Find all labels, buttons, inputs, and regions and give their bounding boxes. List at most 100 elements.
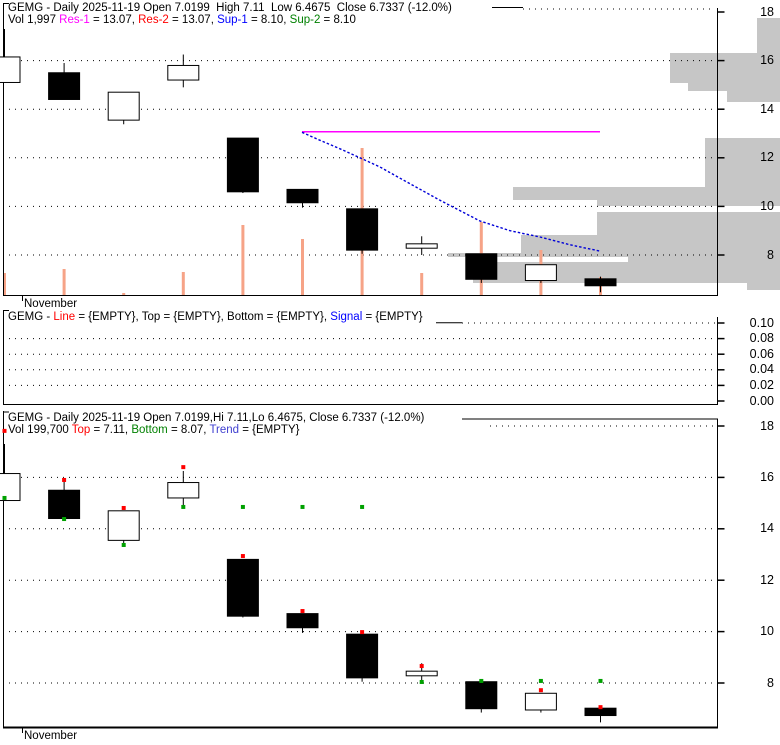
candle-body — [48, 72, 81, 100]
top-marker-dot — [598, 705, 603, 710]
volume-profile-bar — [747, 283, 780, 290]
panel1-subtitle: Vol 1,997 Res-1 = 13.07, Res-2 = 13.07, … — [8, 14, 356, 26]
header-segment: = 8.10, — [247, 13, 290, 26]
candle-lower-body — [167, 482, 200, 499]
panel2-title: GEMG - Line = {EMPTY}, Top = {EMPTY}, Bo… — [8, 311, 423, 323]
header-segment: GEMG - — [8, 310, 54, 323]
volume-profile-bar — [597, 212, 780, 235]
volume-profile-bar — [628, 257, 780, 262]
candle-lower-body — [286, 613, 319, 629]
panel2-y-label: 0.00 — [749, 393, 774, 408]
volume-profile-bar — [513, 187, 780, 200]
header-segment: Sup-1 — [217, 13, 248, 26]
panel1-y-label: 18 — [760, 4, 774, 19]
panel1-x-axis-label: November — [24, 297, 78, 310]
header-segment: Res-2 — [138, 13, 169, 26]
bottom-marker-dot — [240, 504, 245, 509]
candle-lower-body — [584, 707, 617, 717]
header-segment: Signal — [330, 310, 363, 323]
bottom-marker-dot — [121, 542, 126, 547]
panel3-subtitle: Vol 199,700 Top = 7.11, Bottom = 8.07, T… — [8, 424, 299, 436]
volume-bar — [62, 269, 66, 295]
volume-profile-bar — [448, 253, 780, 257]
header-segment: = 13.07, — [89, 13, 139, 26]
panel3-y-label: 14 — [760, 521, 774, 536]
candle-body — [167, 64, 200, 81]
candle-lower-body — [107, 510, 140, 541]
candle-lower-body — [0, 473, 21, 502]
bottom-marker-dot — [360, 504, 365, 509]
candle-body — [107, 91, 140, 121]
candle-lower-body — [465, 681, 498, 710]
volume-profile-bar — [473, 262, 780, 283]
panel3-y-label: 18 — [760, 418, 774, 433]
bottom-marker-dot — [538, 678, 543, 683]
bottom-marker-dot — [300, 504, 305, 509]
candle-body — [346, 208, 379, 251]
panel1-y-label: 8 — [767, 247, 774, 262]
top-marker-dot — [360, 630, 365, 635]
volume-bar — [241, 225, 245, 295]
panel3-y-label: 8 — [767, 675, 774, 690]
header-segment: Top — [71, 424, 91, 436]
candle-lower-body — [524, 692, 557, 711]
candle-body — [0, 56, 21, 83]
header-segment: = 8.10 — [320, 13, 356, 26]
volume-bar — [122, 293, 126, 295]
panel2-y-label: 0.08 — [749, 331, 774, 346]
header-segment: Line — [53, 310, 76, 323]
top-marker-dot — [419, 664, 424, 669]
header-segment: = 8.07, — [167, 424, 210, 436]
candle-body — [226, 137, 259, 193]
header-segment: Vol 199,700 — [8, 424, 72, 436]
header-segment: Sup-2 — [289, 13, 321, 26]
header-segment: Bottom — [131, 424, 168, 436]
panel3-y-label: 10 — [760, 624, 774, 639]
panel1-y-label: 16 — [760, 53, 774, 68]
candle-lower-body — [346, 633, 379, 679]
volume-bar — [181, 272, 185, 295]
header-segment: = {EMPTY} — [362, 310, 423, 323]
top-marker-dot — [181, 465, 186, 470]
candle-body — [524, 264, 557, 282]
header-segment: = 7.11, — [90, 424, 132, 436]
panel1-y-label: 10 — [760, 198, 774, 213]
top-marker-dot — [240, 554, 245, 559]
panel3-y-label: 12 — [760, 572, 774, 587]
bottom-marker-dot — [62, 517, 67, 522]
volume-profile-bar — [670, 53, 780, 83]
bottom-marker-dot — [479, 678, 484, 683]
panel3-x-axis-label: November — [24, 730, 78, 742]
volume-bar — [301, 239, 304, 295]
volume-profile-bar — [757, 18, 780, 53]
candle-body — [405, 243, 438, 249]
candle-lower-body — [405, 670, 438, 677]
candle-body — [584, 278, 617, 287]
panel1-title: GEMG - Daily 2025-11-19 Open 7.0199 High… — [8, 1, 452, 14]
volume-bar — [420, 273, 424, 295]
top-marker-dot — [121, 505, 126, 510]
panel3-y-label: 16 — [760, 469, 774, 484]
panel3-title: GEMG - Daily 2025-11-19 Open 7.0199,Hi 7… — [8, 411, 425, 424]
bottom-marker-dot — [2, 495, 7, 500]
candle-body — [286, 188, 319, 204]
candle-body — [465, 253, 498, 280]
support-curve — [301, 131, 601, 252]
header-segment: Vol 1,997 — [8, 13, 60, 26]
bottom-marker-dot — [598, 678, 603, 683]
header-segment: = 13.07, — [168, 13, 218, 26]
header-segment: = {EMPTY} — [239, 424, 300, 436]
bottom-marker-dot — [419, 679, 424, 684]
top-marker-dot — [62, 477, 67, 482]
header-segment: Trend — [209, 424, 240, 436]
top-marker-dot — [2, 428, 7, 433]
bottom-marker-dot — [181, 504, 186, 509]
header-segment: Res-1 — [59, 13, 90, 26]
panel2-y-label: 0.06 — [749, 346, 774, 361]
candle-lower-body — [48, 489, 81, 520]
top-marker-dot — [538, 688, 543, 693]
candle-lower-body — [226, 558, 259, 617]
panel2-y-label: 0.02 — [749, 377, 774, 392]
